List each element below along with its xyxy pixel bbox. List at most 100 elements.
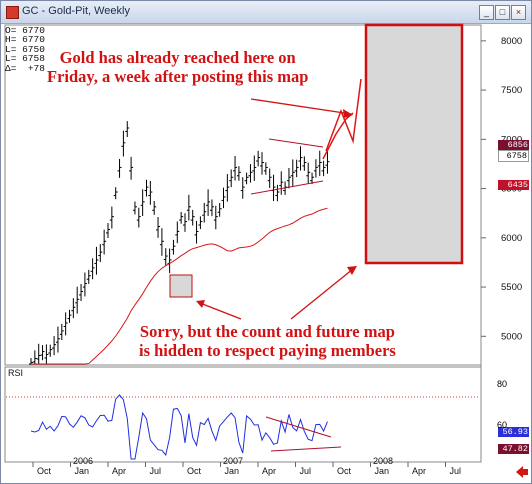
ohlc-open: O= 6770 [5,25,45,36]
ohlc-bar [71,298,76,319]
annotation-top: Gold has already reached here on Friday, … [47,48,309,86]
ohlc-bar [152,200,157,215]
ohlc-bar [106,223,110,239]
ohlc-bar [206,189,211,216]
ohlc-bar [221,187,226,209]
month-label: Oct [187,466,202,476]
maximize-button[interactable]: □ [495,5,510,20]
ohlc-bar [256,150,261,167]
annotation-bottom: Sorry, but the count and future map is hi… [139,322,396,360]
arrow-top-head [343,109,353,118]
ohlc-bar [198,216,203,230]
ohlc-bar [171,239,176,255]
rsi-triangle-lower [270,446,342,452]
ohlc-bar [263,162,268,175]
ohlc-bar [209,199,214,217]
ohlc-bar [36,343,41,364]
month-label: Apr [112,466,126,476]
arrow-top-line [250,98,352,115]
ohlc-bar [310,172,315,185]
ohlc-bar [275,184,280,202]
month-label: Jul [450,466,462,476]
ohlc-bar [240,177,245,199]
rsi-tag-lower: 47.82 [498,444,529,454]
ohlc-bar [102,229,107,255]
ohlc-bar [190,209,195,226]
price-tick-label: 7500 [501,85,522,96]
ohlc-bar [186,194,191,221]
moving-average-line [31,207,328,365]
minimize-button[interactable]: _ [479,5,494,20]
rsi-tag-value: 56.93 [498,427,529,437]
ohlc-bar [86,269,91,284]
ohlc-bar [298,146,303,171]
ohlc-bar [63,312,68,336]
rsi-line [30,394,328,460]
price-tick-label: 7000 [501,134,522,145]
month-label: Jul [300,466,312,476]
ohlc-bar [159,228,164,256]
ohlc-bar [313,159,318,178]
title-bar: GC - Gold-Pit, Weekly _ □ × [1,1,531,24]
ohlc-bar [125,121,130,138]
triangle-lower-line [250,180,324,195]
ohlc-bar [279,171,284,195]
month-label: Jul [150,466,162,476]
month-label: Oct [337,466,352,476]
ohlc-bar [48,344,53,357]
ohlc-bar [129,156,134,180]
ohlc-bar [175,221,180,244]
ohlc-bar [113,187,118,200]
ohlc-bar [109,206,114,229]
rsi-triangle-upper [265,416,332,438]
hidden-map-box [364,23,464,265]
ohlc-readout: O= 6770 H= 6770 L= 6750 L= 6758 Δ= +78 [5,26,45,73]
ohlc-bar [163,248,168,266]
ohlc-bar [306,162,311,184]
ohlc-bar [140,189,145,217]
month-label: Jan [225,466,240,476]
year-label: 2007 [223,456,243,466]
arrow-right-head [347,266,357,275]
month-label: Apr [412,466,426,476]
hidden-count-box [169,274,193,298]
ohlc-bar [94,246,99,275]
ohlc-bar [321,160,326,177]
ohlc-bar [67,309,72,323]
ohlc-bar [248,164,253,183]
ohlc-bar [233,155,238,181]
ohlc-bars [29,121,330,365]
ohlc-bar [144,179,149,197]
rsi-tick-60: 60 [497,420,508,430]
ohlc-bar [244,172,249,185]
ohlc-bar [286,167,291,189]
price-tick-label: 8000 [501,36,522,47]
ohlc-bar [98,244,103,263]
ohlc-low: L= 6750 [5,43,45,55]
ohlc-bar [225,174,230,202]
ohlc-bar [229,169,234,188]
ohlc-bar [82,272,87,297]
ohlc-bar [179,211,184,224]
scroll-left-arrow-icon[interactable] [515,465,529,479]
ohlc-bar [302,156,307,171]
ohlc-bar [117,158,122,178]
price-tick-label: 6000 [501,233,522,244]
arrow-left-line [199,302,242,320]
ohlc-bar [236,166,241,181]
ohlc-high: H= 6770 [5,34,45,46]
ohlc-bar [44,344,49,364]
ohlc-bar [325,151,330,174]
arrow-left-head [196,300,205,308]
ohlc-bar [29,357,33,365]
price-tag-high: 6856 [498,140,529,150]
ohlc-bar [132,201,137,215]
close-button[interactable]: × [511,5,526,20]
ohlc-last: L= 6758 [5,53,45,65]
ohlc-change: Δ= +78 [5,62,45,74]
ohlc-bar [202,202,207,223]
month-label: Apr [262,466,276,476]
month-label: Jan [375,466,390,476]
month-label: Jan [75,466,90,476]
